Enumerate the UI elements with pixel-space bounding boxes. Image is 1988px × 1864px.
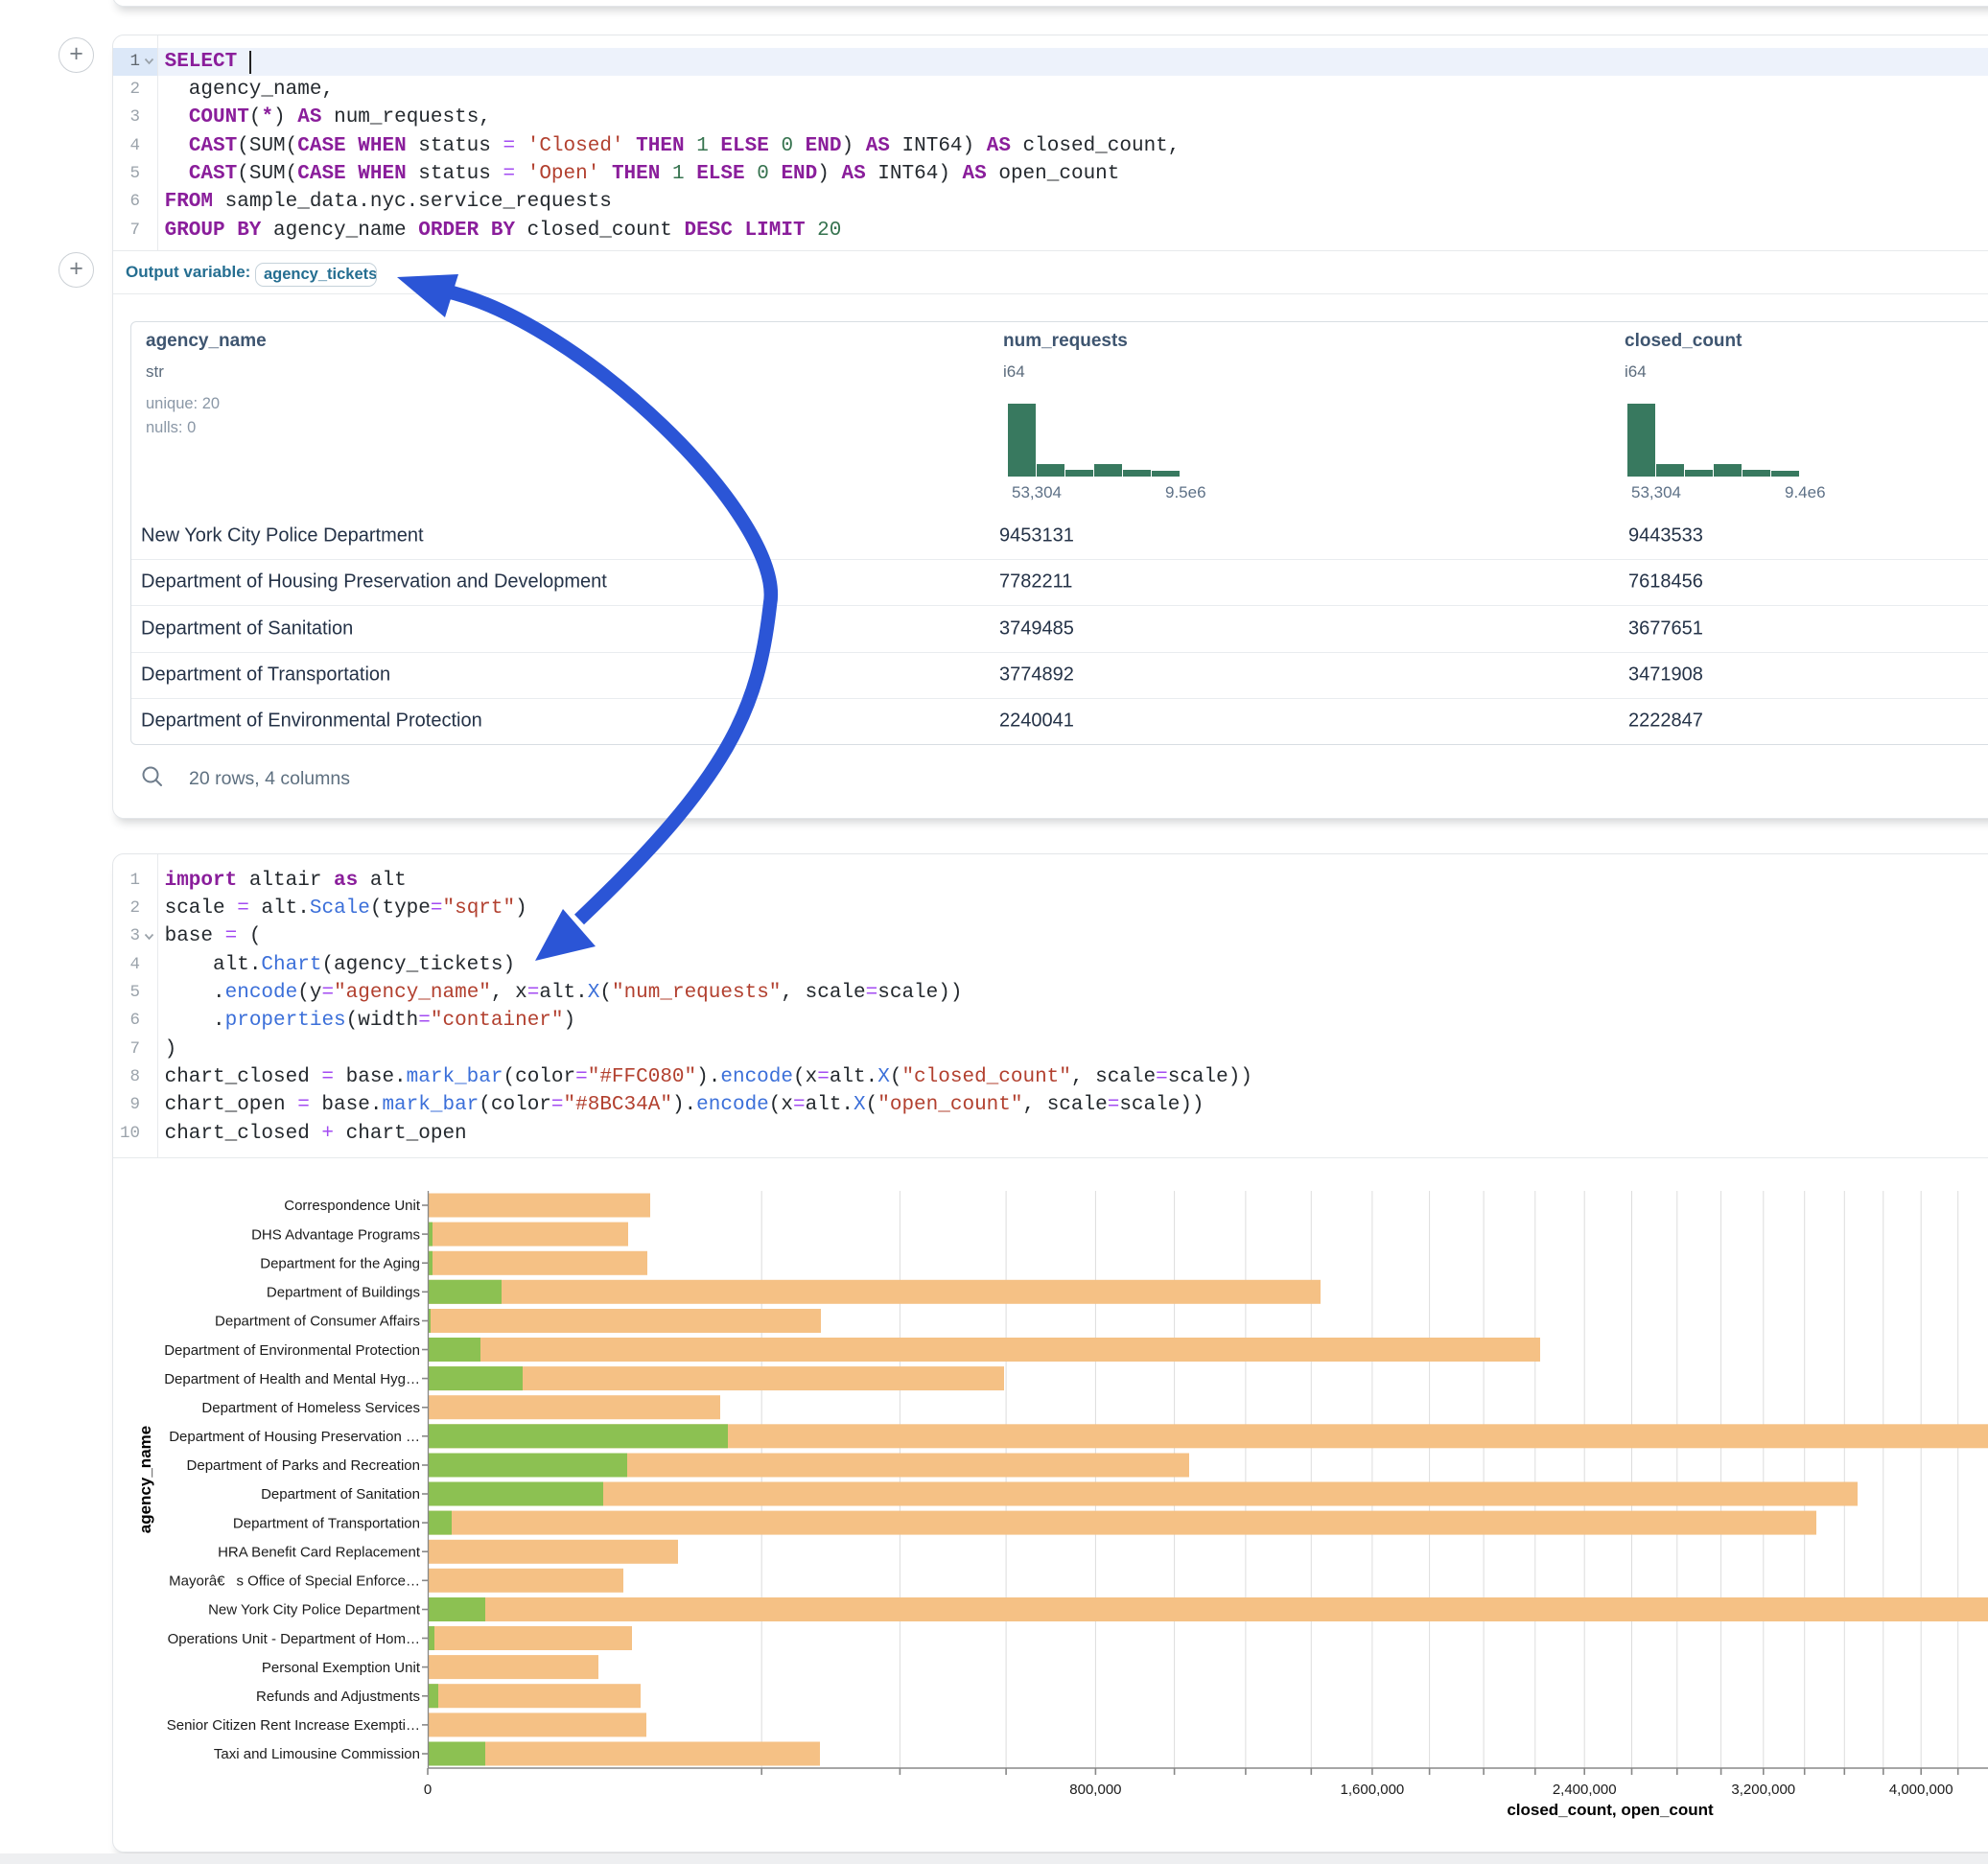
svg-text:2,400,000: 2,400,000: [1553, 1782, 1617, 1798]
svg-text:Personal Exemption Unit: Personal Exemption Unit: [262, 1660, 421, 1676]
svg-text:Senior Citizen Rent Increase E: Senior Citizen Rent Increase Exempti…: [167, 1717, 420, 1734]
svg-text:Department of Sanitation: Department of Sanitation: [261, 1486, 420, 1503]
svg-text:Department of Environmental Pr: Department of Environmental Protection: [164, 1342, 420, 1359]
svg-text:Department of Consumer Affairs: Department of Consumer Affairs: [215, 1314, 420, 1330]
svg-text:Department of Homeless Service: Department of Homeless Services: [201, 1400, 420, 1416]
svg-text:New York City Police Departmen: New York City Police Department: [208, 1602, 421, 1619]
svg-text:Department of Housing Preserva: Department of Housing Preservation …: [169, 1429, 420, 1445]
svg-text:DHS Advantage Programs: DHS Advantage Programs: [251, 1226, 420, 1243]
svg-text:closed_count, open_count: closed_count, open_count: [1507, 1801, 1714, 1819]
svg-text:800,000: 800,000: [1069, 1782, 1121, 1798]
svg-text:4,000,000: 4,000,000: [1889, 1782, 1953, 1798]
svg-text:Refunds and Adjustments: Refunds and Adjustments: [256, 1689, 420, 1705]
svg-text:Department for the Aging: Department for the Aging: [260, 1256, 420, 1272]
svg-text:Department of Buildings: Department of Buildings: [267, 1285, 420, 1301]
svg-text:Department of Parks and Recrea: Department of Parks and Recreation: [187, 1457, 420, 1474]
svg-text:Correspondence Unit: Correspondence Unit: [284, 1198, 421, 1214]
svg-text:Mayorâ€ s Office of Special: Mayorâ€ s Office of Special Enforce…: [169, 1573, 420, 1590]
svg-text:Department of Health and Menta: Department of Health and Mental Hyg…: [164, 1371, 420, 1387]
svg-text:3,200,000: 3,200,000: [1731, 1782, 1795, 1798]
svg-text:HRA Benefit Card Replacement: HRA Benefit Card Replacement: [218, 1545, 421, 1561]
svg-text:agency_name: agency_name: [136, 1426, 154, 1533]
svg-text:1,600,000: 1,600,000: [1341, 1782, 1405, 1798]
svg-text:Operations Unit - Department o: Operations Unit - Department of Hom…: [168, 1631, 420, 1647]
svg-text:Taxi and Limousine Commission: Taxi and Limousine Commission: [214, 1746, 420, 1762]
svg-text:0: 0: [424, 1782, 432, 1798]
svg-text:Department of Transportation: Department of Transportation: [233, 1515, 420, 1531]
